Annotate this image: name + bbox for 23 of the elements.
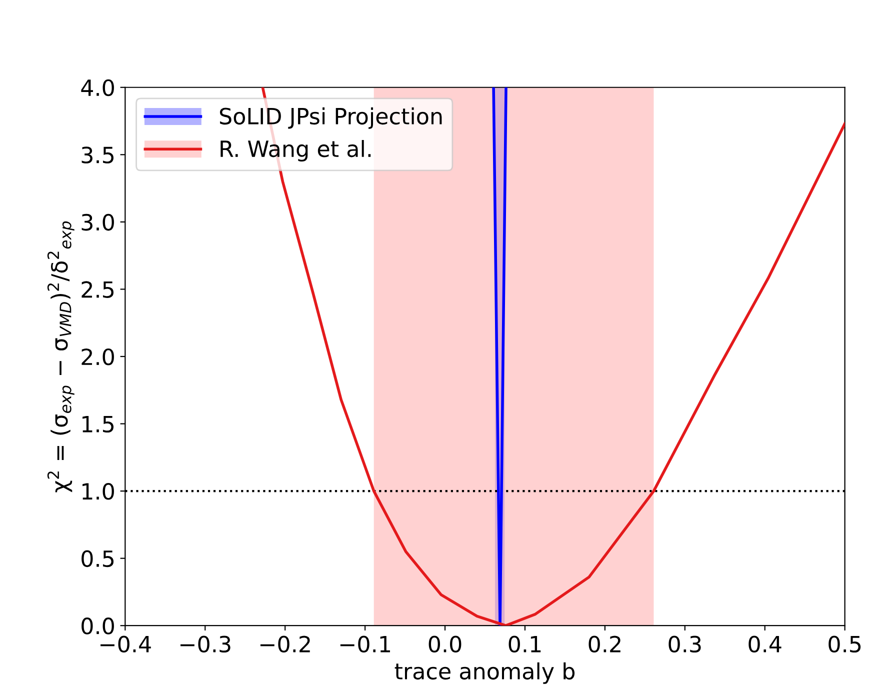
x-tick-label: 0.2	[588, 636, 620, 653]
text: χ$^{2}$ = (σ$_{exp}$ − σ$_{VMD}$)$^{2}$/δ$^{2}$$_{exp}$	[47, 221, 74, 492]
y-tick-label: 2.0	[82, 348, 114, 366]
x-tick-label: −0.3	[180, 636, 230, 653]
x-tick-label: −0.2	[260, 636, 310, 653]
x-tick-label: 0.3	[668, 636, 701, 653]
y-tick-label: 0.5	[82, 550, 114, 568]
y-tick-label: 1.5	[82, 416, 114, 433]
y-tick-label: 2.5	[82, 281, 114, 298]
x-tick-label: 0.0	[428, 636, 462, 653]
y-tick-label: 3.0	[82, 214, 114, 231]
x-tick-label: 0.5	[828, 636, 861, 653]
y-tick-label: 1.0	[82, 482, 114, 500]
y-tick-label: 4.0	[81, 79, 114, 96]
y-tick-label: 0.0	[82, 618, 114, 634]
x-tick-label: 0.1	[508, 636, 541, 653]
y-tick-label: 3.5	[82, 146, 114, 164]
x-tick-label: −0.1	[340, 636, 390, 653]
x-tick-label: 0.4	[748, 636, 782, 653]
x-tick-label: −0.4	[100, 636, 151, 653]
legend-label: R. Wang et al.	[220, 140, 371, 162]
x-axis-title: trace anomaly b	[394, 662, 575, 684]
legend-label: SoLID JPsi Projection	[220, 107, 442, 129]
